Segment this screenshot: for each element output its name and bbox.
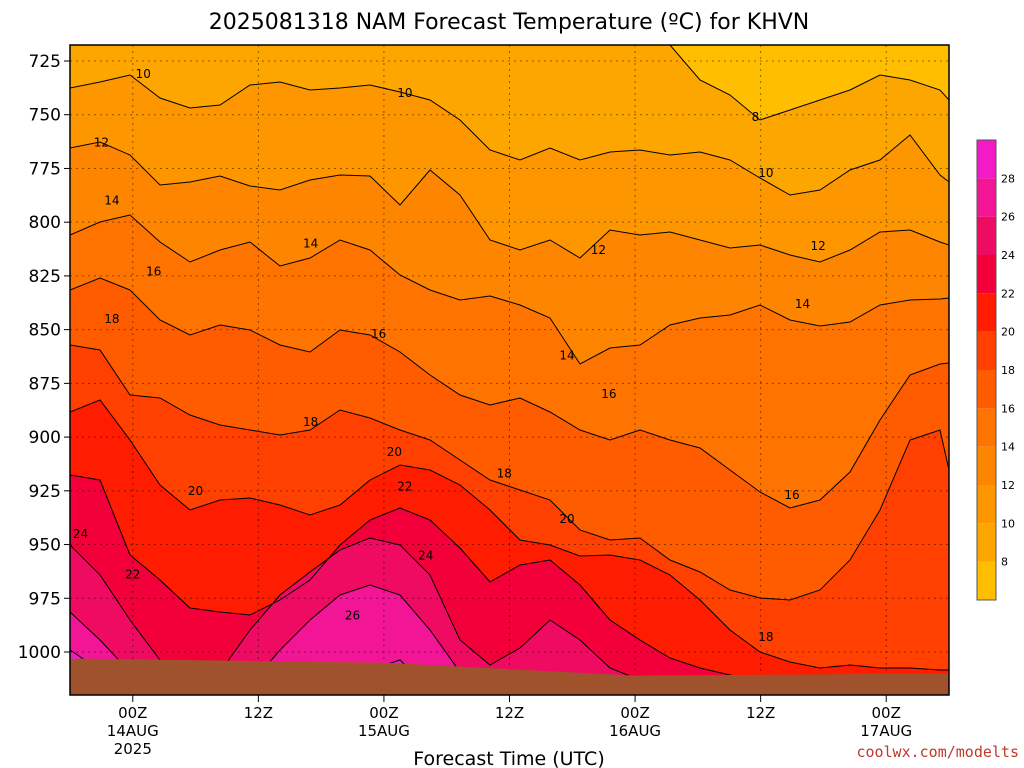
colorbar-swatch (977, 561, 996, 600)
colorbar-label: 18 (1001, 364, 1015, 377)
colorbar-swatch (977, 178, 996, 217)
colorbar-label: 16 (1001, 402, 1015, 415)
contour-label: 12 (94, 136, 109, 150)
contour-label: 16 (601, 387, 616, 401)
plot-area: 8 10 10 10 12 12 12 14 14 14 14 16 16 16 16 18 18 18 18 20 2… (70, 45, 949, 695)
x-tick-date: 14AUG (107, 722, 159, 740)
y-tick-label: 975 (29, 589, 61, 609)
contour-label: 12 (591, 243, 606, 257)
x-tick-label: 00Z (369, 704, 398, 722)
colorbar-label: 28 (1001, 172, 1015, 185)
y-tick-label: 800 (29, 213, 61, 233)
contour-label: 10 (397, 86, 412, 100)
colorbar-swatch (977, 255, 996, 294)
colorbar-swatch (977, 485, 996, 524)
x-tick-label: 00Z (872, 704, 901, 722)
contour-label: 20 (188, 484, 203, 498)
contour-label: 12 (811, 239, 826, 253)
colorbar-swatch (977, 140, 996, 179)
colorbar-swatch (977, 370, 996, 409)
contour-label: 16 (146, 265, 161, 279)
contour-label: 8 (752, 110, 760, 124)
y-tick-label: 1000 (18, 643, 61, 663)
colorbar-label: 8 (1001, 556, 1008, 569)
x-tick-date: 17AUG (860, 722, 912, 740)
y-tick-label: 850 (29, 321, 61, 341)
x-tick-label: 12Z (244, 704, 273, 722)
y-tick-label: 750 (29, 106, 61, 126)
contour-label: 16 (371, 327, 386, 341)
contour-label: 26 (345, 608, 360, 622)
x-tick-date: 15AUG (358, 722, 410, 740)
ground-surface (70, 658, 949, 695)
isotherm-14 (70, 214, 949, 365)
chart-title: 2025081318 NAM Forecast Temperature (ºC)… (209, 10, 810, 35)
colorbar-swatch (977, 293, 996, 332)
colorbar-swatch (977, 523, 996, 562)
credit-link[interactable]: coolwx.com/modelts (856, 743, 1019, 761)
colorbar-label: 26 (1001, 211, 1015, 224)
contour-label: 24 (73, 527, 88, 541)
colorbar-swatch (977, 446, 996, 485)
colorbar-swatch (977, 331, 996, 370)
isotherm-18 (70, 344, 949, 601)
y-tick-label: 875 (29, 374, 61, 394)
contour-label: 18 (104, 312, 119, 326)
colorbar-label: 14 (1001, 441, 1015, 454)
x-tick-label: 12Z (495, 704, 524, 722)
x-tick-label: 12Z (746, 704, 775, 722)
colorbar-label: 12 (1001, 479, 1015, 492)
x-tick-label: 00Z (620, 704, 649, 722)
colorbar-label: 24 (1001, 249, 1015, 262)
isotherm-16 (70, 277, 949, 509)
colorbar-swatch (977, 408, 996, 447)
y-tick-label: 725 (29, 52, 61, 72)
isotherm-10 (70, 74, 949, 196)
isotherm-20 (70, 399, 949, 671)
contour-label: 20 (387, 445, 402, 459)
grid-lines (70, 45, 949, 695)
contour-label: 22 (397, 480, 412, 494)
colorbar-frame (976, 139, 997, 601)
contour-label: 18 (497, 467, 512, 481)
isotherm-12 (70, 141, 949, 263)
contour-label: 14 (104, 194, 119, 208)
contour-label: 24 (418, 548, 433, 562)
contour-label: 18 (303, 415, 318, 429)
y-tick-label: 825 (29, 267, 61, 287)
colorbar-swatch (977, 216, 996, 255)
colorbar: 8 10 12 14 16 18 20 22 24 26 28 (976, 139, 1015, 601)
x-tick-label: 00Z (118, 704, 147, 722)
contour-labels: 8 10 10 10 12 12 12 14 14 14 14 16 16 16 16 18 18 18 18 20 2… (73, 67, 826, 644)
contour-label: 20 (559, 512, 574, 526)
contour-label: 18 (758, 630, 773, 644)
y-tick-label: 925 (29, 482, 61, 502)
x-tick-year: 2025 (114, 740, 152, 758)
contour-label: 10 (758, 166, 773, 180)
y-tick-label: 900 (29, 428, 61, 448)
contour-label: 10 (136, 67, 151, 81)
x-tick-date: 16AUG (609, 722, 661, 740)
colorbar-label: 20 (1001, 326, 1015, 339)
contour-label: 14 (559, 348, 574, 362)
y-tick-label: 775 (29, 159, 61, 179)
isotherm-8 (70, 45, 949, 121)
contour-label: 14 (795, 297, 810, 311)
contour-label: 16 (784, 488, 799, 502)
x-axis-label: Forecast Time (UTC) (413, 748, 604, 768)
contour-label: 14 (303, 237, 318, 251)
contour-label: 22 (125, 568, 140, 582)
colorbar-label: 22 (1001, 287, 1015, 300)
y-tick-label: 950 (29, 536, 61, 556)
colorbar-label: 10 (1001, 517, 1015, 530)
y-axis: 725 750 775 800 825 850 875 900 925 950 975 1000 (18, 52, 70, 663)
